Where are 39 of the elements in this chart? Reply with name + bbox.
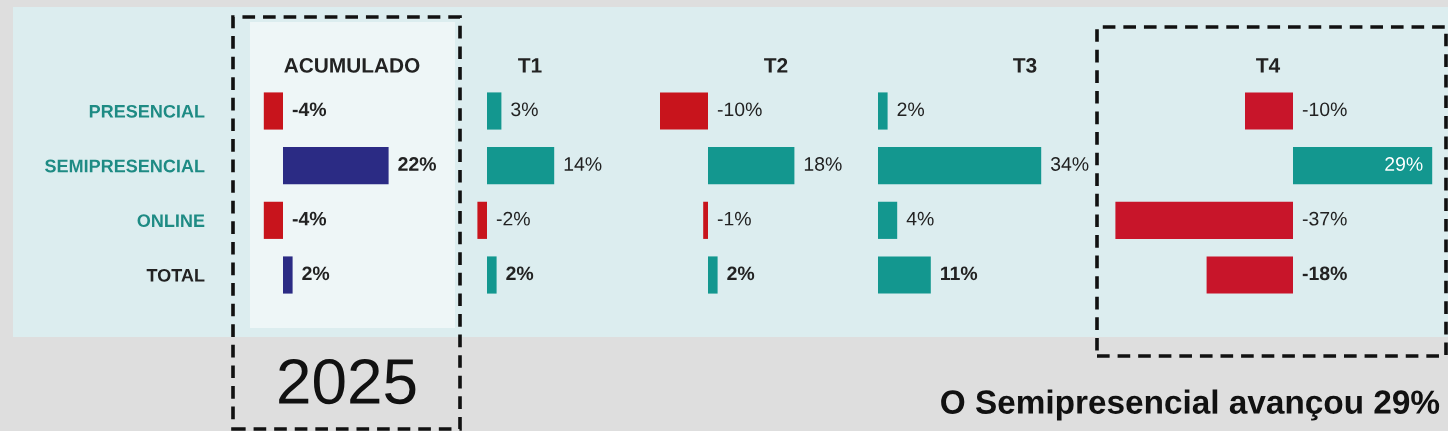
data-label: -2% [496,211,530,226]
data-label: 29% [1385,157,1423,171]
bar [477,201,487,239]
data-label: -4% [292,102,327,117]
bar [487,256,497,294]
chart-title: ACUMULADO [284,58,420,73]
data-label: -10% [717,102,762,117]
chart-title: T4 [1256,58,1281,73]
y-tick-label: ONLINE [137,214,205,228]
data-label: 2% [727,266,755,281]
chart-title: T2 [764,58,788,73]
data-label: -18% [1302,266,1347,281]
bar [487,92,502,130]
y-tick-label: TOTAL [146,268,205,282]
bar [878,92,888,130]
data-label: -10% [1302,102,1347,117]
bar [878,201,898,239]
data-label: -1% [717,211,751,226]
chart-title: T3 [1013,58,1037,73]
text: 2025 [279,358,416,405]
data-label: 11% [941,266,978,281]
bar [878,147,1042,185]
bar [487,147,555,185]
data-label: -37% [1302,211,1347,226]
chart-title: T1 [518,58,542,73]
data-label: 4% [906,211,934,226]
data-label: -4% [292,211,327,226]
data-label: 18% [804,157,842,171]
data-label: 2% [506,266,534,281]
data-label: 2% [302,266,330,281]
y-tick-label: SEMIPRESENCIAL [45,159,205,173]
data-label: 22% [398,157,437,171]
bar [878,256,931,294]
data-label: 2% [897,102,925,117]
data-label: 34% [1050,157,1089,171]
text: O Semipresencial avançou 29% [941,389,1440,421]
data-label: 3% [511,102,538,117]
y-tick-label: PRESENCIAL [89,104,205,118]
data-label: 14% [564,157,602,171]
